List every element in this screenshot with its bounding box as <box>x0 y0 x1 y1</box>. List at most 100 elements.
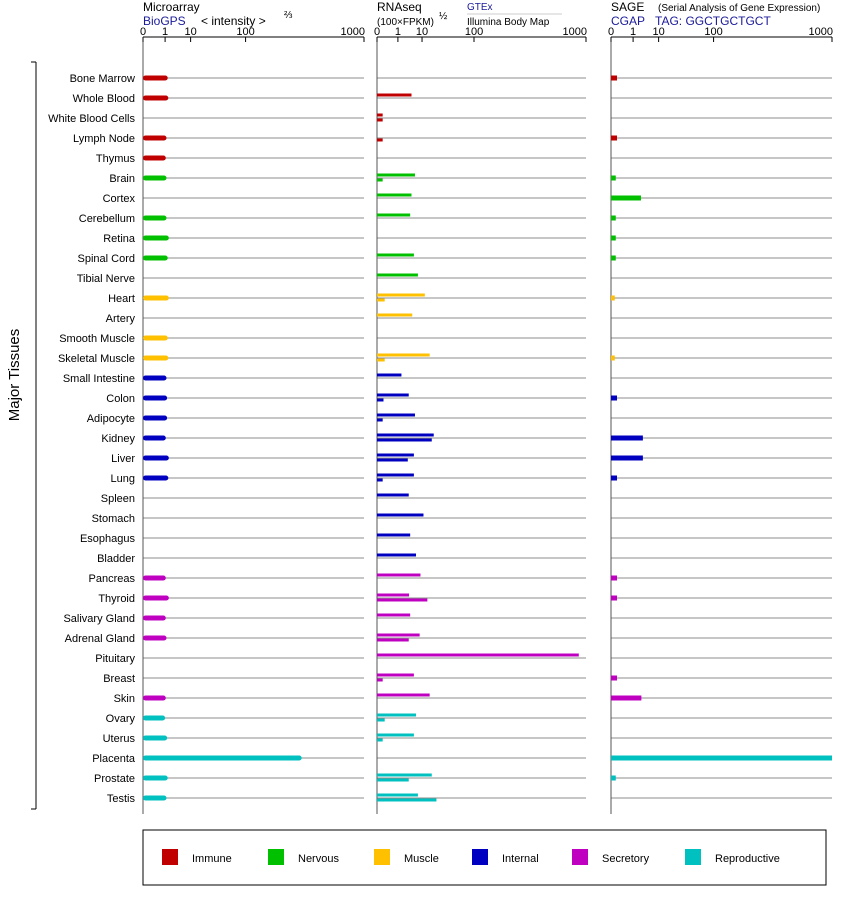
x-tick-label: 1 <box>395 26 401 38</box>
rnaseq-unit-exponent: ½ <box>439 11 448 22</box>
data-bar <box>377 613 411 617</box>
tissue-label: Pituitary <box>95 653 135 665</box>
data-bar <box>143 135 167 141</box>
data-bar <box>377 798 437 802</box>
tissue-label: Adrenal Gland <box>65 633 135 645</box>
data-bar <box>611 575 617 581</box>
data-bar <box>611 175 616 181</box>
data-bar <box>143 475 169 481</box>
x-tick-label: 10 <box>184 26 196 38</box>
x-tick-label: 1000 <box>563 26 587 38</box>
tissue-label: Thymus <box>96 153 136 165</box>
tissue-label: Spleen <box>101 493 135 505</box>
data-bar <box>611 235 616 241</box>
tissue-label: Heart <box>108 293 135 305</box>
tissue-label: Cortex <box>103 193 136 205</box>
x-tick-label: 0 <box>608 26 614 38</box>
axes-layer: 0 1 10 100 1000 0 1 10 100 1000 0 1 10 100 1000 <box>140 26 833 814</box>
x-tick-label: 1000 <box>341 26 365 38</box>
data-bar <box>377 653 579 657</box>
data-bar <box>377 773 432 777</box>
data-bar <box>611 215 616 221</box>
data-bar <box>377 353 430 357</box>
sage-header: SAGE (Serial Analysis of Gene Expression… <box>611 0 820 28</box>
sage-source-link[interactable]: CGAP <box>611 14 645 28</box>
data-bar <box>143 235 169 241</box>
data-bar <box>143 75 168 81</box>
data-bar <box>377 778 409 782</box>
tissue-label: Salivary Gland <box>63 613 135 625</box>
data-bar <box>377 593 410 597</box>
tissue-label: Kidney <box>101 433 135 445</box>
legend-swatch-secretory <box>572 849 588 865</box>
data-bar <box>611 455 643 461</box>
bars-layer <box>143 75 832 802</box>
microarray-header: Microarray BioGPS < intensity > ⅔ <box>143 0 293 28</box>
data-bar <box>143 695 166 701</box>
data-bar <box>143 735 168 741</box>
data-bar <box>611 695 642 701</box>
tissue-label: Small Intestine <box>63 373 135 385</box>
data-bar <box>143 335 168 341</box>
data-bar <box>377 173 415 177</box>
data-bar <box>377 293 425 297</box>
tissue-label: Artery <box>106 313 136 325</box>
data-bar <box>143 175 167 181</box>
legend-label-nervous: Nervous <box>298 853 339 865</box>
tissue-label: Prostate <box>94 773 135 785</box>
data-bar <box>377 213 411 217</box>
data-bar <box>143 595 169 601</box>
data-bar <box>377 438 432 442</box>
tissue-label: Cerebellum <box>79 213 135 225</box>
data-bar <box>377 433 434 437</box>
tissue-label: Bone Marrow <box>70 73 135 85</box>
data-bar <box>377 313 413 317</box>
legend-swatch-muscle <box>374 849 390 865</box>
data-bar <box>377 453 414 457</box>
data-bar <box>611 675 617 681</box>
data-bar <box>377 713 417 717</box>
data-bar <box>143 415 168 421</box>
sage-title: SAGE <box>611 0 644 14</box>
microarray-unit: < intensity > <box>201 14 266 28</box>
microarray-title: Microarray <box>143 0 200 14</box>
data-bar <box>377 113 383 117</box>
rnaseq-header: RNAseq (100×FPKM) ½ GTEx Illumina Body M… <box>377 0 562 28</box>
data-bar <box>377 298 385 302</box>
tissue-label: Adipocyte <box>87 413 135 425</box>
tissue-label: Liver <box>111 453 135 465</box>
legend-label-secretory: Secretory <box>602 853 650 865</box>
tissue-label: Whole Blood <box>73 93 135 105</box>
sage-tag-link[interactable]: TAG: GGCTGCTGCT <box>655 14 771 28</box>
data-bar <box>377 273 418 277</box>
data-bar <box>143 575 166 581</box>
rnaseq-title: RNAseq <box>377 0 422 14</box>
data-bar <box>611 395 617 401</box>
x-tick-label: 100 <box>236 26 254 38</box>
data-bar <box>377 393 409 397</box>
tissue-label: Uterus <box>103 733 136 745</box>
data-bar <box>611 135 617 141</box>
data-bar <box>143 615 166 621</box>
data-bar <box>143 435 166 441</box>
rnaseq-source-gtex-link[interactable]: GTEx <box>467 2 493 13</box>
x-tick-label: 100 <box>704 26 722 38</box>
microarray-source-link[interactable]: BioGPS <box>143 14 186 28</box>
data-bar <box>377 413 415 417</box>
data-bar <box>377 678 383 682</box>
tissue-label: Thyroid <box>98 593 135 605</box>
legend-label-internal: Internal <box>502 853 539 865</box>
data-bar <box>611 75 617 81</box>
major-tissues-label: Major Tissues <box>6 329 23 422</box>
tissue-label: Stomach <box>92 513 135 525</box>
tissue-label: Colon <box>106 393 135 405</box>
legend-label-reproductive: Reproductive <box>715 853 780 865</box>
tissue-label: White Blood Cells <box>48 113 135 125</box>
data-bar <box>143 455 169 461</box>
data-bar <box>377 118 383 122</box>
rows-layer: Bone Marrow Whole Blood White Blood Cells L… <box>48 73 832 805</box>
data-bar <box>143 255 168 261</box>
data-bar <box>377 513 424 517</box>
x-tick-label: 10 <box>652 26 664 38</box>
